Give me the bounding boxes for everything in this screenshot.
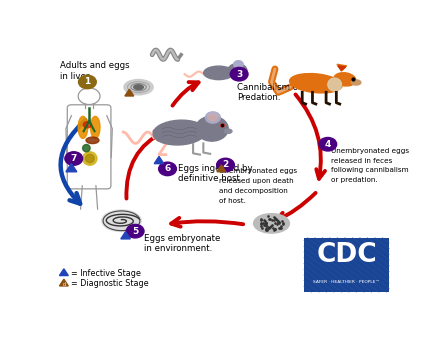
FancyBboxPatch shape — [304, 238, 389, 292]
Polygon shape — [121, 232, 130, 239]
Circle shape — [208, 114, 218, 121]
Text: 4: 4 — [325, 140, 331, 149]
Ellipse shape — [290, 73, 342, 93]
Text: SAFER · HEALTHIER · PEOPLE™: SAFER · HEALTHIER · PEOPLE™ — [313, 280, 380, 284]
Ellipse shape — [78, 116, 88, 139]
Polygon shape — [59, 279, 68, 286]
Polygon shape — [154, 156, 164, 164]
Circle shape — [319, 137, 337, 151]
Text: Eggs ingested by: Eggs ingested by — [178, 164, 253, 174]
Text: Adults and eggs: Adults and eggs — [60, 61, 130, 70]
Ellipse shape — [134, 85, 143, 90]
Ellipse shape — [334, 73, 356, 86]
Text: released in feces: released in feces — [331, 158, 392, 163]
Ellipse shape — [83, 152, 97, 165]
Polygon shape — [66, 163, 77, 172]
Ellipse shape — [86, 137, 99, 144]
Polygon shape — [125, 89, 134, 96]
Text: Unembryonated eggs: Unembryonated eggs — [331, 148, 409, 154]
Circle shape — [159, 162, 176, 176]
Circle shape — [83, 122, 92, 128]
Text: 7: 7 — [70, 154, 77, 163]
Polygon shape — [338, 66, 345, 70]
Circle shape — [126, 224, 144, 238]
Text: 1: 1 — [84, 78, 91, 87]
Ellipse shape — [204, 66, 234, 80]
Text: released upon death: released upon death — [219, 178, 293, 184]
Polygon shape — [337, 64, 347, 71]
Ellipse shape — [153, 120, 206, 145]
Circle shape — [195, 116, 228, 141]
Text: 3: 3 — [236, 70, 242, 79]
Circle shape — [205, 112, 220, 123]
Text: in liver: in liver — [60, 71, 89, 81]
Text: d: d — [62, 282, 66, 286]
Text: in environment.: in environment. — [144, 244, 212, 253]
Text: 5: 5 — [132, 227, 138, 236]
Circle shape — [234, 61, 243, 68]
Text: 2: 2 — [222, 160, 229, 170]
Ellipse shape — [91, 116, 100, 139]
Text: Unembryonated eggs: Unembryonated eggs — [219, 168, 297, 175]
Polygon shape — [59, 269, 68, 276]
Ellipse shape — [253, 214, 290, 233]
Polygon shape — [217, 165, 226, 172]
Text: of host.: of host. — [219, 198, 246, 204]
Text: Predation.: Predation. — [238, 93, 281, 102]
Text: = Infective Stage: = Infective Stage — [71, 269, 141, 278]
Ellipse shape — [328, 78, 341, 91]
Ellipse shape — [224, 129, 232, 133]
Text: following cannibalism: following cannibalism — [331, 167, 409, 174]
Circle shape — [216, 158, 235, 172]
Text: Eggs embryonate: Eggs embryonate — [144, 235, 220, 243]
Circle shape — [65, 152, 83, 165]
Text: or predation.: or predation. — [331, 177, 378, 183]
Ellipse shape — [102, 210, 141, 232]
Ellipse shape — [85, 154, 94, 163]
Text: 6: 6 — [165, 164, 171, 174]
Text: definitive host.: definitive host. — [178, 174, 242, 183]
Ellipse shape — [124, 80, 153, 95]
Text: CDC: CDC — [316, 242, 377, 268]
Text: and decomposition: and decomposition — [219, 188, 287, 194]
Text: = Diagnostic Stage: = Diagnostic Stage — [71, 279, 149, 288]
Ellipse shape — [351, 80, 361, 85]
Circle shape — [230, 67, 248, 81]
Circle shape — [78, 75, 96, 89]
Ellipse shape — [83, 145, 90, 152]
Circle shape — [228, 64, 247, 78]
Text: Cannibalism or: Cannibalism or — [238, 83, 302, 92]
